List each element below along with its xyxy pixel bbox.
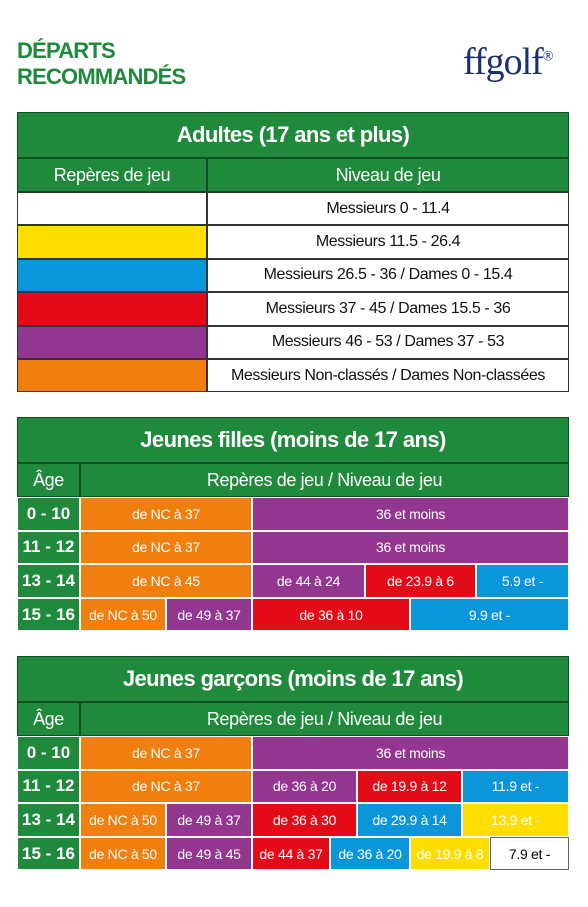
tee-cell: de 49 à 37 bbox=[166, 803, 252, 837]
tee-cell: de NC à 37 bbox=[80, 736, 252, 770]
tee-cell: 36 et moins bbox=[252, 736, 569, 770]
level: Messieurs 26.5 - 36 / Dames 0 - 15.4 bbox=[207, 258, 569, 293]
tee-cell: de NC à 37 bbox=[80, 769, 252, 804]
column-header: Âge bbox=[17, 463, 80, 497]
tee-cell: de 36 à 20 bbox=[330, 836, 410, 871]
level: Messieurs 37 - 45 / Dames 15.5 - 36 bbox=[207, 292, 569, 326]
tee-cell: de 44 à 37 bbox=[252, 836, 330, 871]
age: 11 - 12 bbox=[17, 769, 80, 804]
age: 0 - 10 bbox=[17, 497, 80, 531]
age: 11 - 12 bbox=[17, 530, 80, 565]
tee-cell: de 19.9 à 8 bbox=[410, 836, 490, 871]
header-title-line: DÉPARTS bbox=[17, 38, 116, 63]
tee-color bbox=[17, 258, 207, 293]
tee-cell: de NC à 50 bbox=[80, 836, 166, 871]
tee-cell: 9.9 et - bbox=[410, 597, 569, 632]
tee-cell: de NC à 37 bbox=[80, 497, 252, 531]
tee-cell: de 19.9 à 12 bbox=[357, 769, 462, 804]
tee-cell: 5.9 et - bbox=[476, 564, 569, 598]
tee-color bbox=[17, 192, 207, 226]
logo-text: ffgolf bbox=[463, 41, 544, 83]
tee-cell: de 44 à 24 bbox=[252, 564, 365, 598]
tee-cell: de 29.9 à 14 bbox=[357, 803, 462, 837]
tee-color bbox=[17, 325, 207, 359]
column-header: Repères de jeu bbox=[17, 158, 207, 192]
tee-cell: de 49 à 45 bbox=[166, 836, 252, 871]
tee-color bbox=[17, 359, 207, 393]
age: 13 - 14 bbox=[17, 803, 80, 837]
age: 15 - 16 bbox=[17, 836, 80, 871]
level: Messieurs 0 - 11.4 bbox=[207, 192, 569, 226]
tee-color bbox=[17, 292, 207, 326]
logo: ffgolf® bbox=[463, 40, 554, 84]
level: Messieurs 11.5 - 26.4 bbox=[207, 225, 569, 259]
age: 0 - 10 bbox=[17, 736, 80, 770]
column-header: Âge bbox=[17, 702, 80, 736]
tee-cell: de 36 à 20 bbox=[252, 769, 357, 804]
tee-cell: 36 et moins bbox=[252, 497, 569, 531]
tee-cell: 36 et moins bbox=[252, 530, 569, 565]
column-header: Repères de jeu / Niveau de jeu bbox=[80, 702, 569, 736]
tee-cell: de NC à 50 bbox=[80, 803, 166, 837]
table-title: Jeunes filles (moins de 17 ans) bbox=[17, 417, 569, 463]
header-title-line: RECOMMANDÉS bbox=[17, 64, 186, 89]
level: Messieurs Non-classés / Dames Non-classé… bbox=[207, 359, 569, 393]
tee-cell: 7.9 et - bbox=[490, 836, 569, 871]
tee-cell: de NC à 45 bbox=[80, 564, 252, 598]
table-title: Adultes (17 ans et plus) bbox=[17, 112, 569, 158]
tee-color bbox=[17, 225, 207, 259]
header-title: DÉPARTS RECOMMANDÉS bbox=[17, 38, 186, 90]
tee-cell: de NC à 50 bbox=[80, 597, 166, 632]
tee-cell: de 23.9 à 6 bbox=[365, 564, 476, 598]
logo-mark: ® bbox=[542, 49, 554, 65]
tee-cell: 13.9 et - bbox=[462, 803, 569, 837]
tee-cell: 11.9 et - bbox=[462, 769, 569, 804]
table-title: Jeunes garçons (moins de 17 ans) bbox=[17, 656, 569, 702]
tee-cell: de 36 à 30 bbox=[252, 803, 357, 837]
column-header: Repères de jeu / Niveau de jeu bbox=[80, 463, 569, 497]
tee-cell: de NC à 37 bbox=[80, 530, 252, 565]
tee-cell: de 36 à 10 bbox=[252, 597, 410, 632]
column-header: Niveau de jeu bbox=[207, 158, 569, 192]
level: Messieurs 46 - 53 / Dames 37 - 53 bbox=[207, 325, 569, 359]
age: 15 - 16 bbox=[17, 597, 80, 632]
age: 13 - 14 bbox=[17, 564, 80, 598]
tee-cell: de 49 à 37 bbox=[166, 597, 252, 632]
